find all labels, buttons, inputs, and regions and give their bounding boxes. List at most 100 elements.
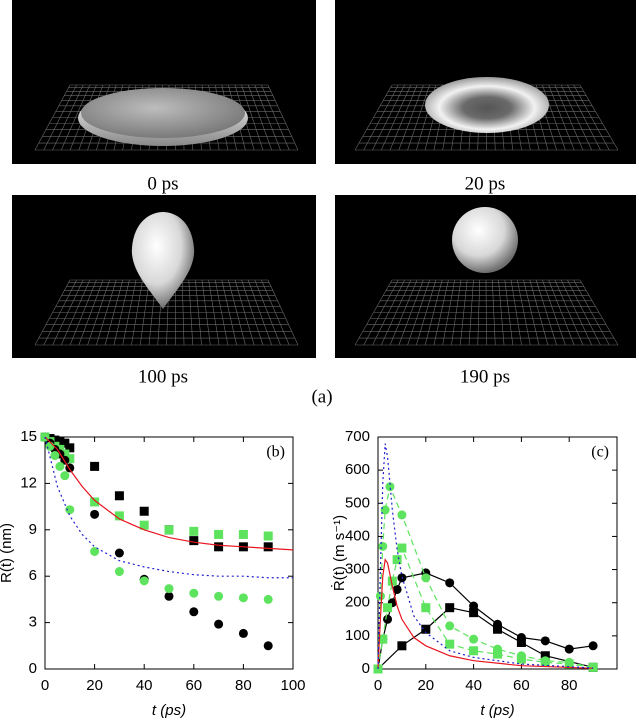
point [397, 510, 407, 520]
point [445, 621, 455, 631]
y-tick-label: 500 [345, 494, 370, 511]
point [540, 656, 550, 666]
point [214, 542, 224, 552]
point [540, 636, 550, 646]
y-tick-label: 0 [362, 660, 370, 677]
x-tick-label: 100 [280, 677, 305, 694]
panel-label: (c) [591, 444, 609, 461]
chart: 0 20 40 60 80 100 0 3 6 9 12 15 t (ps) R(t) (nm) (b) [0, 428, 306, 719]
point [392, 555, 402, 565]
x-axis-label: t (ps) [480, 702, 514, 719]
y-tick-label: 100 [345, 627, 370, 644]
point [65, 443, 75, 453]
point [516, 651, 526, 661]
floor-line [267, 279, 299, 346]
point [114, 567, 124, 577]
point [383, 603, 393, 613]
point [493, 644, 502, 654]
x-tick-label: 80 [235, 677, 252, 694]
x-tick-label: 60 [513, 677, 530, 694]
point [189, 588, 199, 598]
x-tick-label: 20 [417, 677, 434, 694]
floor-line [34, 279, 71, 346]
point [469, 601, 479, 611]
series-line [377, 443, 594, 670]
image-caption: 20 ps [465, 173, 506, 194]
point [238, 628, 248, 638]
point [540, 651, 550, 661]
y-tick-label: 3 [29, 614, 37, 631]
point [55, 461, 65, 471]
point [421, 603, 431, 613]
point [397, 543, 407, 553]
point [90, 546, 100, 556]
point [55, 444, 65, 454]
floor-grid [354, 279, 619, 346]
point [493, 624, 502, 634]
x-tick-label: 0 [41, 677, 49, 694]
x-tick-label: 0 [374, 677, 382, 694]
point [55, 437, 65, 447]
point [263, 531, 273, 541]
plot-frame [44, 436, 294, 670]
plot-frame [377, 436, 618, 670]
point [114, 511, 124, 521]
y-tick-label: 200 [345, 594, 370, 611]
point [214, 619, 224, 629]
point [189, 526, 199, 536]
point [65, 454, 75, 464]
simulation-images: 0 ps 20 ps 100 ps 190 ps (a) [12, 0, 636, 407]
point [238, 529, 248, 539]
series-line [44, 436, 294, 551]
floor-line [354, 84, 393, 151]
point [114, 491, 124, 501]
point [397, 641, 407, 651]
point [238, 593, 248, 603]
x-tick-label: 80 [561, 677, 578, 694]
point [214, 529, 224, 539]
panel-label: (b) [266, 444, 285, 461]
point [383, 614, 393, 624]
point [60, 449, 70, 459]
panel-label: (a) [311, 386, 332, 407]
x-tick-label: 60 [185, 677, 202, 694]
point [164, 584, 174, 594]
y-tick-label: 400 [345, 527, 370, 544]
point [189, 536, 199, 546]
y-tick-label: 12 [20, 474, 37, 491]
y-tick-label: 15 [20, 428, 37, 445]
image-caption: 0 ps [147, 173, 178, 194]
point [214, 591, 224, 601]
point [60, 471, 70, 481]
chart: 0 20 40 60 80 0 100 200 300 400 500 600 700 t (ps) Ṙ(t… [330, 428, 618, 719]
point [392, 584, 402, 594]
y-axis-label: R(t) (nm) [0, 523, 15, 583]
point [469, 634, 479, 644]
point [164, 525, 174, 535]
point [139, 520, 149, 530]
y-axis-label: Ṙ(t) (m s⁻¹) [330, 515, 348, 591]
point [588, 641, 598, 651]
x-tick-label: 40 [136, 677, 153, 694]
point [375, 591, 385, 601]
series-line [44, 436, 293, 579]
floor-line [579, 279, 619, 346]
point [516, 633, 526, 643]
series-line [377, 558, 594, 670]
x-tick-label: 20 [86, 677, 103, 694]
point [90, 461, 100, 471]
y-tick-label: 700 [345, 428, 370, 445]
point [516, 637, 526, 647]
point [90, 497, 100, 507]
point [564, 644, 574, 654]
point [50, 435, 60, 445]
point [385, 482, 395, 492]
point [588, 662, 598, 672]
point [263, 594, 273, 604]
point [387, 576, 397, 586]
point [50, 451, 60, 461]
point [445, 603, 455, 613]
image-caption: 100 ps [138, 366, 188, 387]
series-line [377, 484, 594, 670]
point [445, 578, 455, 588]
